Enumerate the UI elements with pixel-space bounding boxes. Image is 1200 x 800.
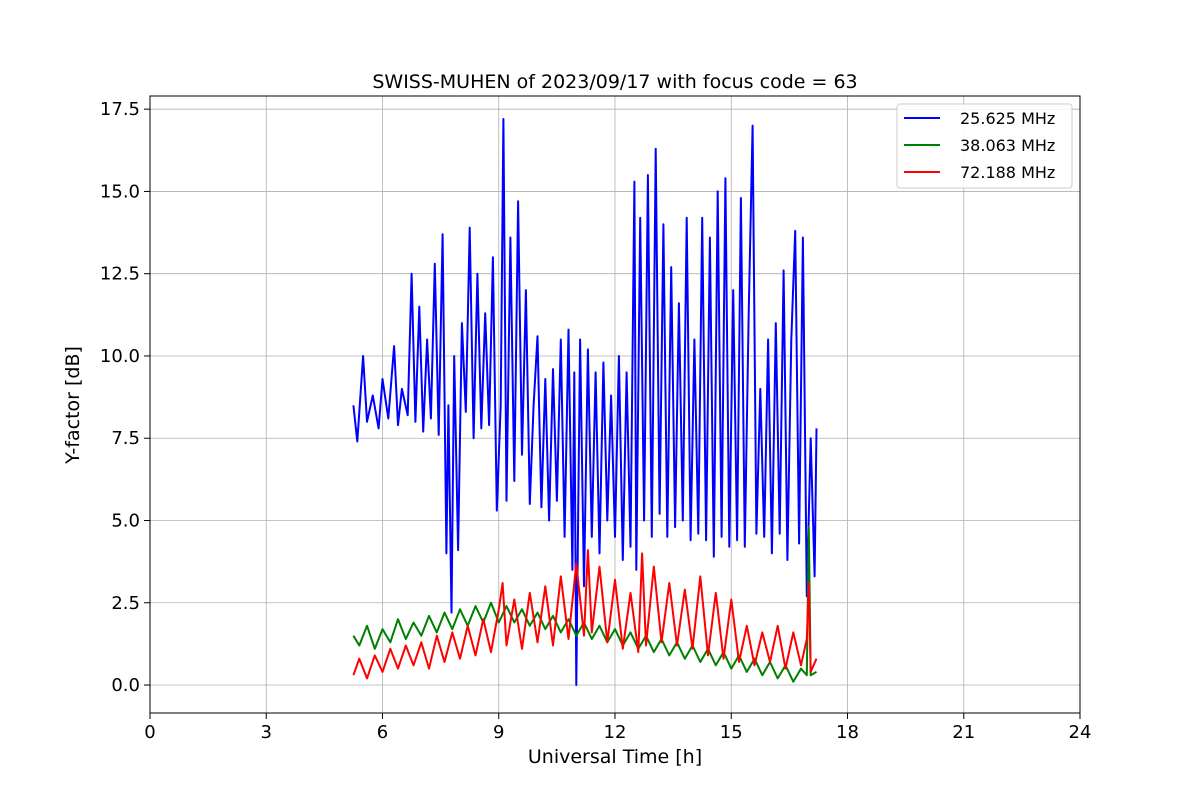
x-tick-label: 12: [604, 722, 627, 743]
series-line-0: [352, 118, 818, 686]
x-tick-label: 6: [377, 722, 388, 743]
x-tick-label: 15: [720, 722, 743, 743]
y-tick-label: 7.5: [111, 428, 140, 449]
series-group: [352, 118, 818, 686]
y-tick-label: 0.0: [111, 675, 140, 696]
y-tick-label: 12.5: [100, 264, 140, 285]
legend-label-1: 38.063 MHz: [960, 136, 1055, 155]
x-axis-label: Universal Time [h]: [528, 746, 702, 768]
y-tick-label: 5.0: [111, 510, 140, 531]
y-tick-label: 15.0: [100, 181, 140, 202]
y-tick-label: 10.0: [100, 346, 140, 367]
x-tick-label: 21: [952, 722, 975, 743]
legend: 25.625 MHz 38.063 MHz 72.188 MHz: [896, 103, 1073, 189]
series-line-1: [352, 526, 817, 683]
y-axis-label: Y-factor [dB]: [62, 346, 84, 465]
axis-ticks: 0 3 6 9 12 15 18 21 24 0.0 2.5 5.0 7.5 10.0 12.5 15.0 17…: [100, 99, 1092, 743]
legend-label-0: 25.625 MHz: [960, 109, 1055, 128]
legend-box: [896, 103, 1073, 189]
x-tick-label: 24: [1069, 722, 1092, 743]
x-tick-label: 0: [144, 722, 155, 743]
y-tick-label: 17.5: [100, 99, 140, 120]
grid: [149, 96, 1081, 713]
series-line-2: [352, 549, 818, 680]
x-tick-label: 18: [836, 722, 859, 743]
x-tick-label: 3: [261, 722, 272, 743]
x-tick-label: 9: [493, 722, 504, 743]
y-tick-label: 2.5: [111, 593, 140, 614]
chart-title: SWISS-MUHEN of 2023/09/17 with focus cod…: [372, 71, 857, 93]
legend-label-2: 72.188 MHz: [960, 163, 1055, 182]
